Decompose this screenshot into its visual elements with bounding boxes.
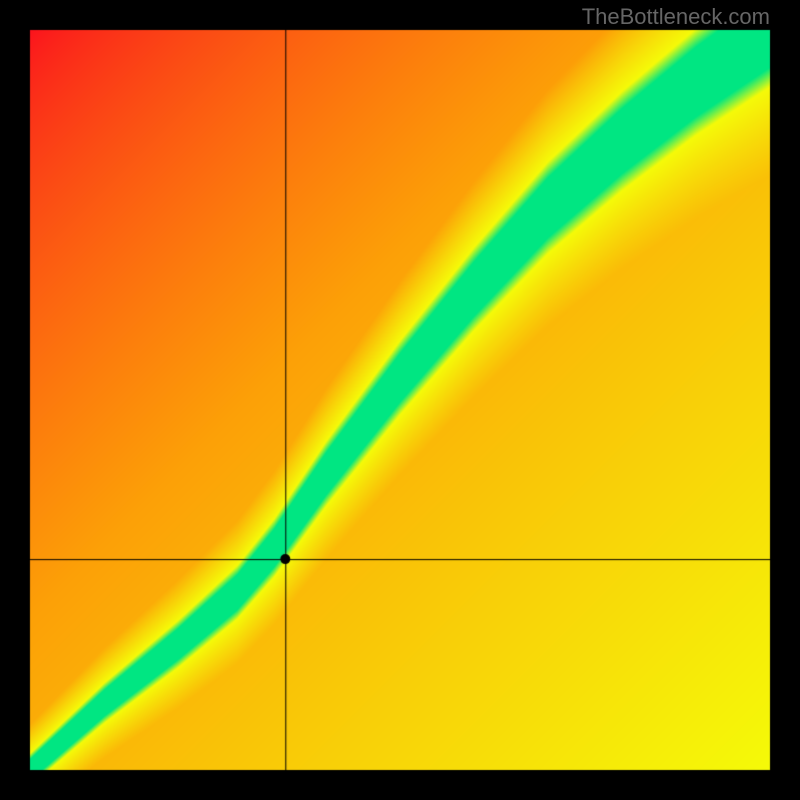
- chart-container: TheBottleneck.com: [0, 0, 800, 800]
- bottleneck-heatmap: [0, 0, 800, 800]
- watermark-text: TheBottleneck.com: [582, 4, 770, 30]
